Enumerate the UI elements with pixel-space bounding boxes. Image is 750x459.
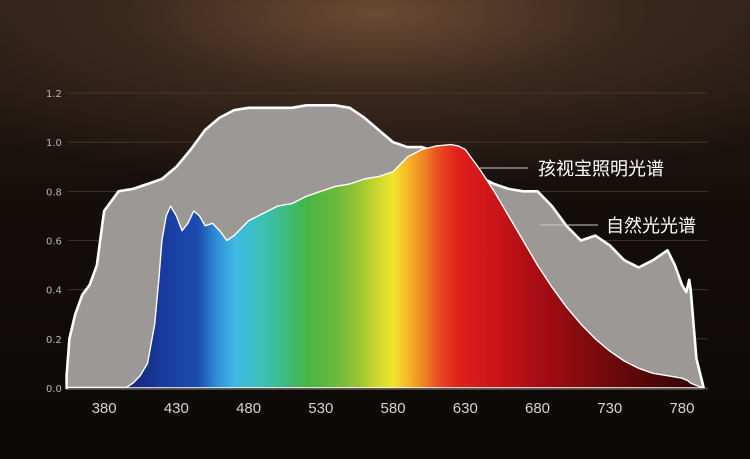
- y-tick-label: 0.4: [46, 286, 62, 297]
- x-axis: 380 430 480 530 580 630 680 730 780: [92, 400, 695, 417]
- x-tick-label: 380: [92, 400, 117, 417]
- legend-label-natural: 自然光光谱: [606, 216, 696, 237]
- legend: 孩视宝照明光谱 自然光光谱: [480, 159, 696, 237]
- x-tick-label: 580: [381, 400, 406, 417]
- x-tick-label: 530: [308, 400, 333, 417]
- y-tick-label: 0.0: [46, 384, 62, 395]
- x-tick-label: 430: [164, 400, 189, 417]
- x-tick-label: 730: [597, 400, 622, 417]
- y-tick-label: 1.2: [46, 89, 62, 100]
- y-tick-label: 1.0: [46, 138, 62, 149]
- y-tick-label: 0.6: [46, 237, 62, 248]
- y-tick-label: 0.2: [46, 335, 62, 346]
- x-tick-label: 480: [236, 400, 261, 417]
- y-tick-label: 0.8: [46, 187, 62, 198]
- series-layer: [65, 104, 705, 390]
- x-tick-label: 630: [453, 400, 478, 417]
- series-area-lighting-spectrum: [103, 143, 705, 389]
- legend-label-lighting: 孩视宝照明光谱: [538, 159, 664, 180]
- x-tick-label: 680: [525, 400, 550, 417]
- y-axis: 0.0 0.2 0.4 0.6 0.8 1.0 1.2: [46, 89, 62, 395]
- x-tick-label: 780: [669, 400, 694, 417]
